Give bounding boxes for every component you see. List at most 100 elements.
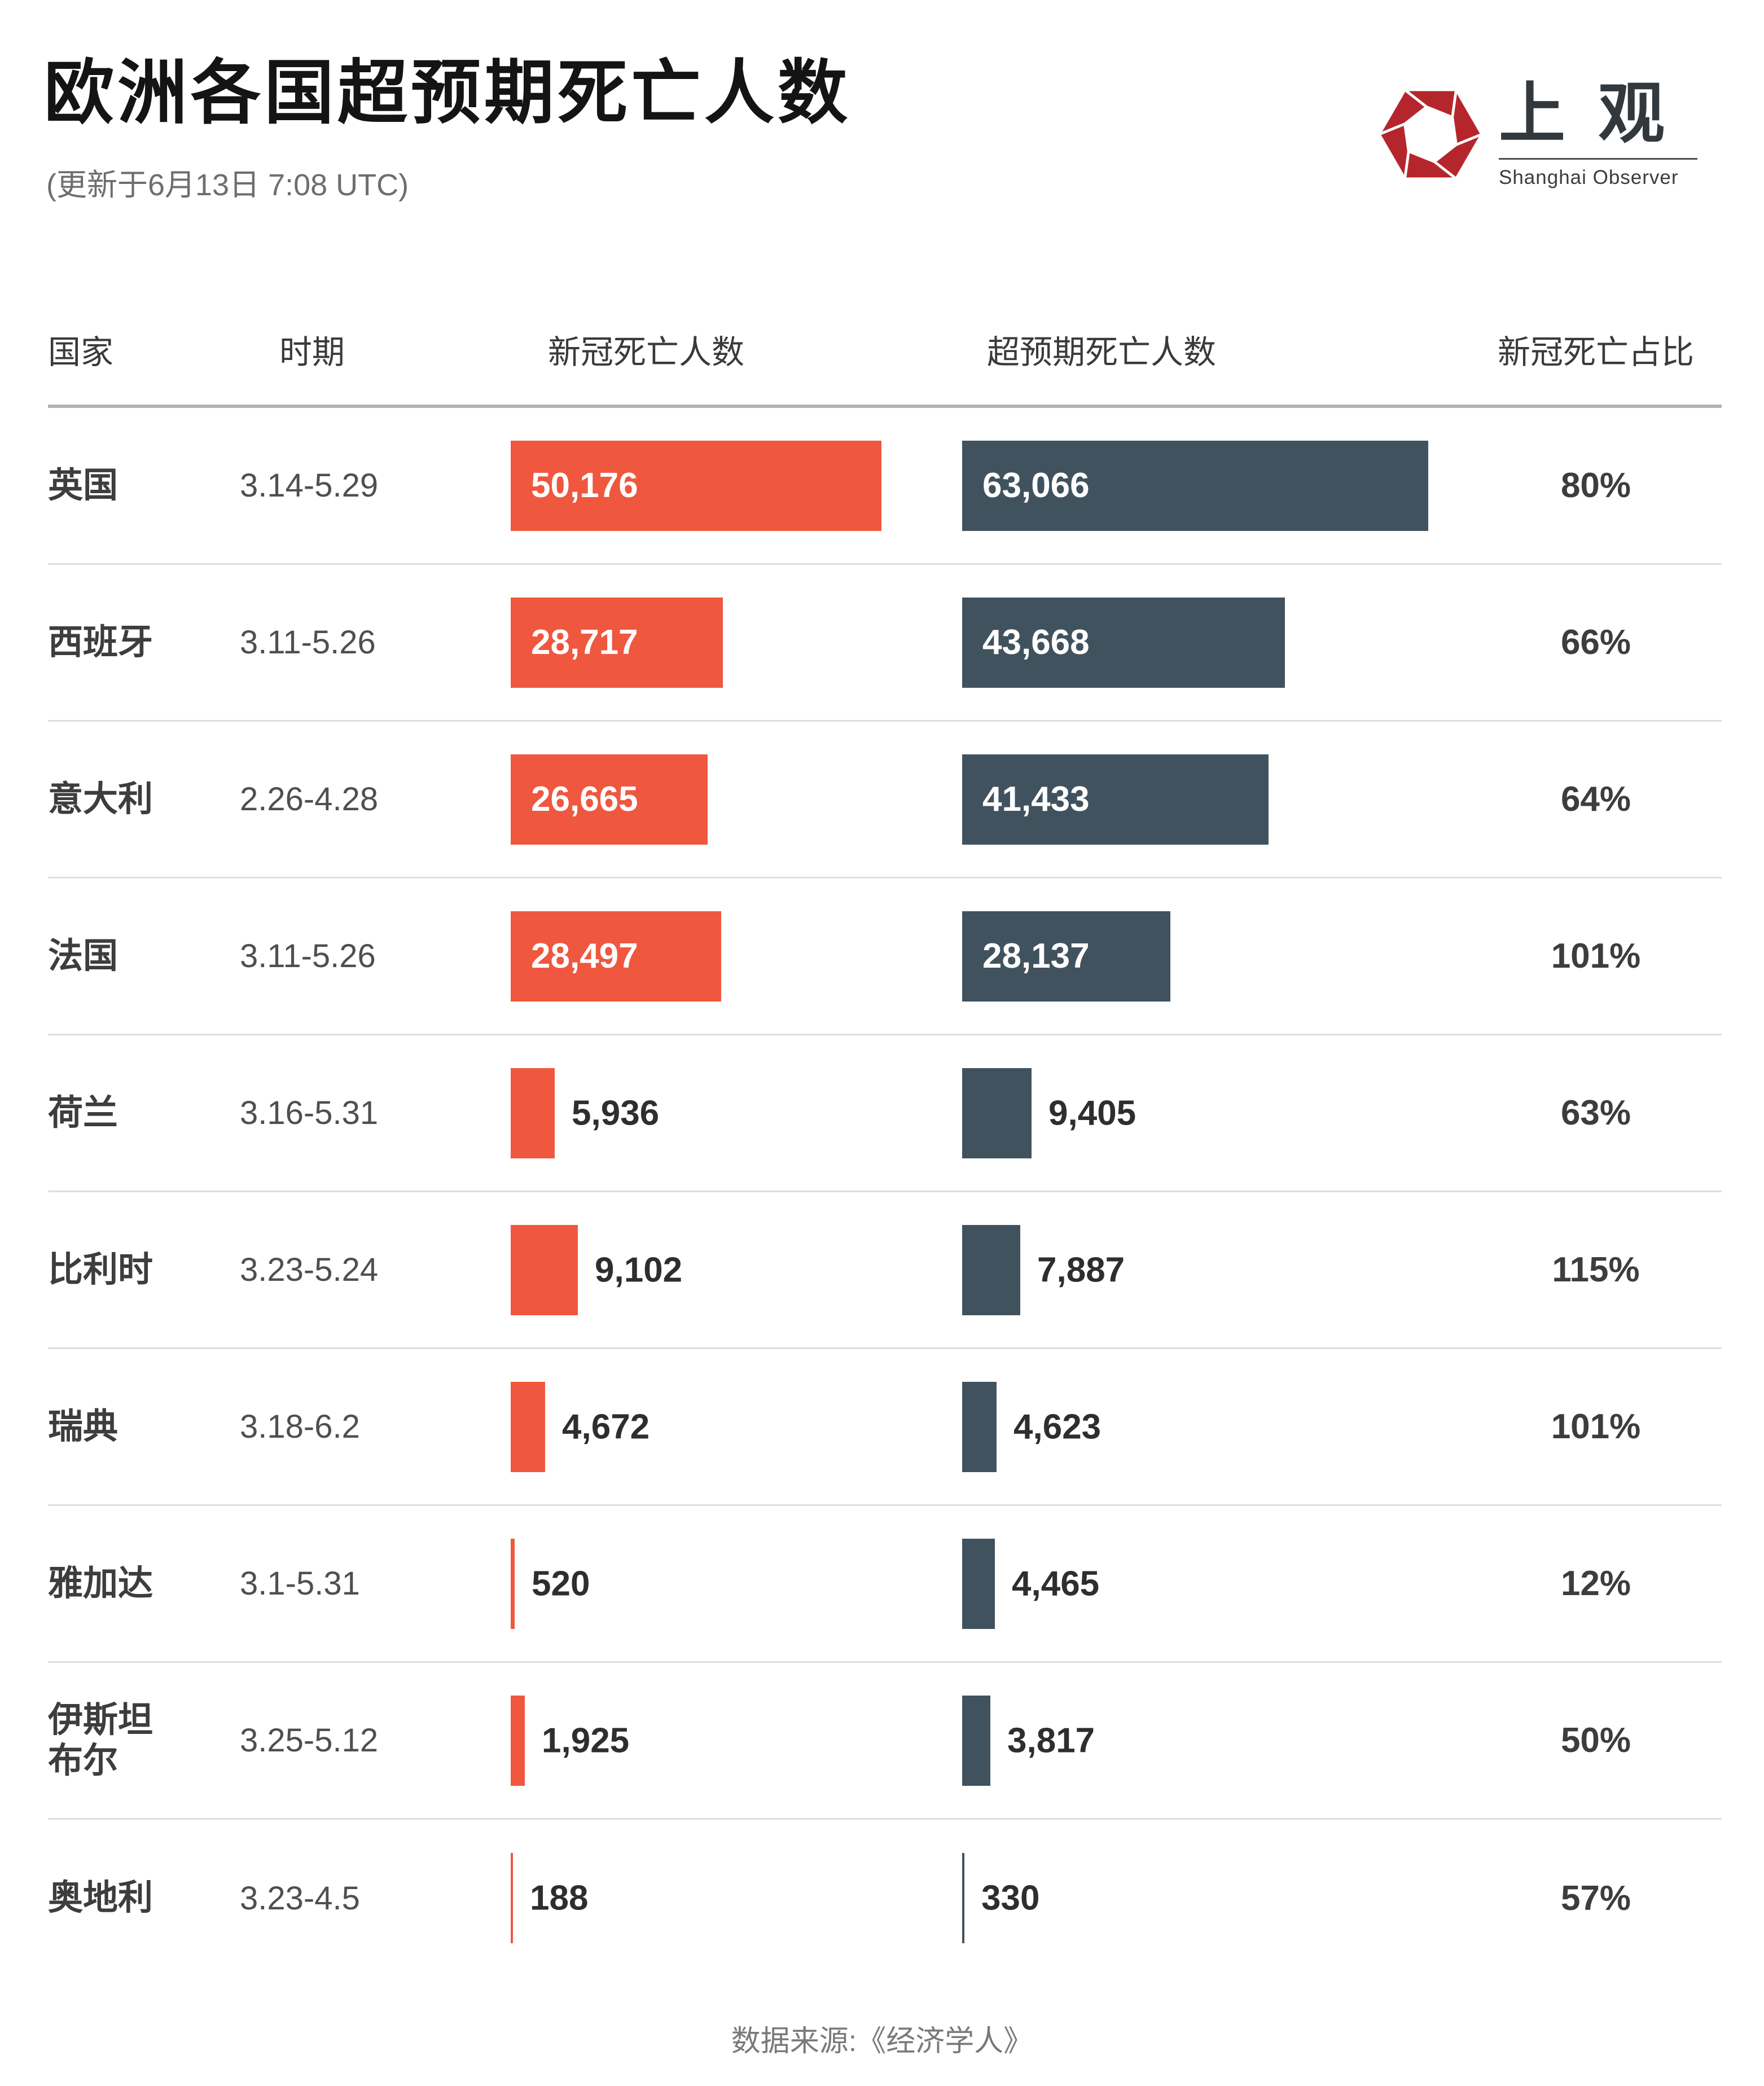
excess-deaths-cell: 7,887 xyxy=(962,1192,1470,1347)
period-label: 2.26-4.28 xyxy=(240,781,379,818)
excess-deaths-cell: 4,623 xyxy=(962,1349,1470,1504)
covid-deaths-cell: 4,672 xyxy=(511,1349,962,1504)
bar-value-label: 50,176 xyxy=(531,466,638,505)
excess-deaths-bar: 28,137 xyxy=(962,911,1170,1002)
table-row: 荷兰 3.16-5.31 5,936 9,405 63% xyxy=(48,1035,1722,1192)
excess-deaths-bar xyxy=(962,1538,995,1629)
excess-deaths-cell: 43,668 xyxy=(962,565,1470,720)
bar-value-label: 43,668 xyxy=(982,623,1090,662)
shanghai-observer-logo: 上观 Shanghai Observer xyxy=(1379,78,1697,191)
logo-name-cn: 上观 xyxy=(1498,77,1697,151)
bar-value-label: 4,465 xyxy=(1012,1564,1100,1603)
update-timestamp: (更新于6月13日 7:08 UTC) xyxy=(46,168,409,202)
table-row: 比利时 3.23-5.24 9,102 7,887 115% xyxy=(48,1192,1722,1349)
covid-share-percent: 12% xyxy=(1560,1564,1631,1603)
bar-value-label: 4,623 xyxy=(1013,1407,1102,1446)
period-label: 3.25-5.12 xyxy=(240,1722,379,1759)
table-row: 伊斯坦 布尔 3.25-5.12 1,925 3,817 50% xyxy=(48,1663,1722,1820)
logo-text: 上观 Shanghai Observer xyxy=(1498,77,1697,190)
period-label: 3.16-5.31 xyxy=(240,1095,379,1131)
bar-value-label: 5,936 xyxy=(572,1093,660,1132)
excess-deaths-cell: 3,817 xyxy=(962,1663,1470,1818)
country-label: 比利时 xyxy=(48,1250,153,1289)
data-table: 国家 时期 新冠死亡人数 超预期死亡人数 新冠死亡占比 英国 3.14-5.29… xyxy=(48,326,1722,1977)
bar-value-label: 9,102 xyxy=(595,1250,683,1289)
col-header-country: 国家 xyxy=(48,334,114,371)
period-label: 3.11-5.26 xyxy=(240,938,376,974)
covid-share-percent: 50% xyxy=(1560,1721,1631,1760)
country-label: 瑞典 xyxy=(48,1407,119,1446)
covid-deaths-bar xyxy=(511,1068,555,1158)
covid-deaths-cell: 26,665 xyxy=(511,722,962,877)
excess-deaths-bar: 41,433 xyxy=(962,754,1269,845)
covid-deaths-cell: 9,102 xyxy=(511,1192,962,1347)
covid-share-percent: 66% xyxy=(1560,623,1631,662)
bar-value-label: 1,925 xyxy=(542,1721,630,1760)
period-label: 3.14-5.29 xyxy=(240,467,379,504)
covid-deaths-cell: 28,717 xyxy=(511,565,962,720)
covid-share-percent: 63% xyxy=(1560,1093,1631,1132)
covid-share-percent: 57% xyxy=(1560,1878,1631,1918)
covid-deaths-cell: 1,925 xyxy=(511,1663,962,1818)
bar-value-label: 4,672 xyxy=(562,1407,650,1446)
table-header-row: 国家 时期 新冠死亡人数 超预期死亡人数 新冠死亡占比 xyxy=(48,326,1722,408)
table-row: 瑞典 3.18-6.2 4,672 4,623 101% xyxy=(48,1349,1722,1506)
excess-deaths-cell: 63,066 xyxy=(962,408,1470,563)
covid-deaths-cell: 520 xyxy=(511,1506,962,1661)
covid-deaths-bar xyxy=(511,1381,545,1472)
covid-share-percent: 101% xyxy=(1551,1407,1641,1446)
covid-deaths-bar: 28,497 xyxy=(511,911,721,1002)
excess-deaths-bar xyxy=(962,1381,997,1472)
period-label: 3.23-4.5 xyxy=(240,1879,360,1917)
bar-value-label: 7,887 xyxy=(1037,1250,1125,1289)
country-label: 西班牙 xyxy=(48,622,153,662)
bar-value-label: 188 xyxy=(530,1878,589,1918)
country-label: 荷兰 xyxy=(48,1093,119,1132)
table-row: 法国 3.11-5.26 28,497 28,137 101% xyxy=(48,879,1722,1035)
col-header-excess-deaths: 超预期死亡人数 xyxy=(987,334,1217,371)
covid-deaths-bar xyxy=(511,1695,525,1786)
period-label: 3.1-5.31 xyxy=(240,1565,360,1602)
logo-name-en: Shanghai Observer xyxy=(1498,166,1679,189)
covid-share-percent: 64% xyxy=(1560,780,1631,819)
covid-share-percent: 80% xyxy=(1560,466,1631,505)
bar-value-label: 28,497 xyxy=(531,937,638,976)
period-label: 3.23-5.24 xyxy=(240,1251,379,1288)
period-label: 3.11-5.26 xyxy=(240,624,376,661)
table-row: 意大利 2.26-4.28 26,665 41,433 64% xyxy=(48,722,1722,879)
excess-deaths-cell: 41,433 xyxy=(962,722,1470,877)
excess-deaths-cell: 330 xyxy=(962,1820,1470,1977)
table-body: 英国 3.14-5.29 50,176 63,066 80% 西班牙 3.11-… xyxy=(48,408,1722,1977)
country-label: 法国 xyxy=(48,936,119,976)
excess-deaths-bar xyxy=(962,1224,1020,1315)
table-row: 奥地利 3.23-4.5 188 330 57% xyxy=(48,1820,1722,1977)
country-label: 英国 xyxy=(48,465,119,505)
covid-deaths-bar: 28,717 xyxy=(511,597,723,688)
country-label: 奥地利 xyxy=(48,1878,153,1918)
excess-deaths-bar: 63,066 xyxy=(962,440,1428,531)
excess-deaths-cell: 9,405 xyxy=(962,1035,1470,1191)
col-header-covid-deaths: 新冠死亡人数 xyxy=(548,334,745,371)
bar-value-label: 41,433 xyxy=(982,780,1090,819)
bar-value-label: 28,137 xyxy=(982,937,1090,976)
bar-value-label: 9,405 xyxy=(1048,1093,1136,1132)
bar-value-label: 28,717 xyxy=(531,623,638,662)
covid-deaths-cell: 28,497 xyxy=(511,879,962,1034)
country-label: 意大利 xyxy=(48,779,153,819)
table-row: 雅加达 3.1-5.31 520 4,465 12% xyxy=(48,1506,1722,1663)
bar-value-label: 63,066 xyxy=(982,466,1090,505)
covid-deaths-cell: 188 xyxy=(511,1820,962,1977)
covid-deaths-cell: 50,176 xyxy=(511,408,962,563)
covid-share-percent: 101% xyxy=(1551,937,1641,976)
covid-deaths-bar: 26,665 xyxy=(511,754,708,845)
bar-value-label: 3,817 xyxy=(1007,1721,1095,1760)
page-title: 欧洲各国超预期死亡人数 xyxy=(44,54,852,132)
excess-deaths-cell: 28,137 xyxy=(962,879,1470,1034)
covid-deaths-bar xyxy=(511,1538,515,1629)
period-label: 3.18-6.2 xyxy=(240,1408,360,1445)
header: 欧洲各国超预期死亡人数 (更新于6月13日 7:08 UTC) xyxy=(0,0,1764,204)
excess-deaths-bar: 43,668 xyxy=(962,597,1285,688)
covid-deaths-bar xyxy=(511,1224,578,1315)
table-row: 英国 3.14-5.29 50,176 63,066 80% xyxy=(48,408,1722,565)
